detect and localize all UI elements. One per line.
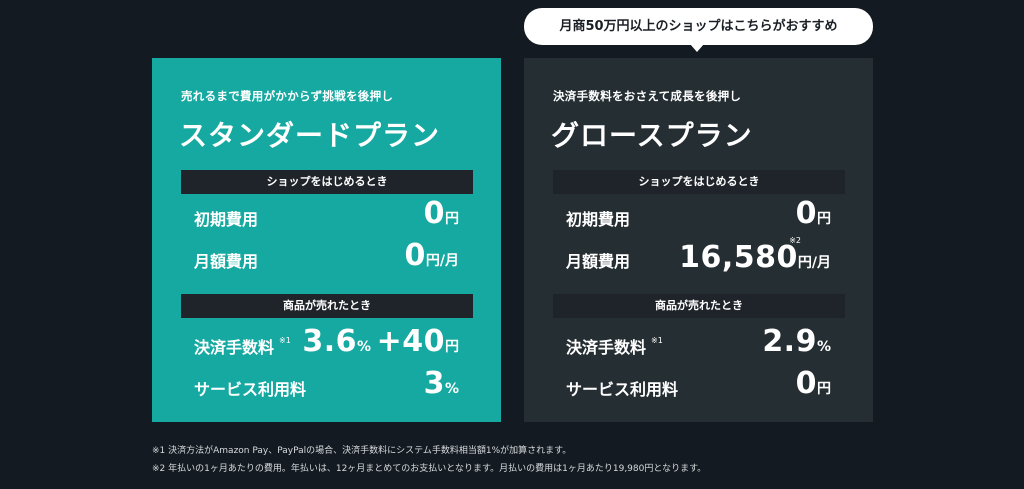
growth-tagline: 決済手数料をおさえて成長を後押し	[553, 89, 742, 103]
bubble-tail	[690, 44, 704, 52]
growth-monthly-label: 月額費用	[566, 252, 631, 271]
growth-fee-unit: %	[816, 339, 831, 355]
growth-fee-note: ※1	[651, 336, 663, 345]
growth-monthly-unit: 円/月	[797, 255, 831, 271]
growth-fee-amount: 2.9	[762, 324, 817, 359]
growth-section-sold: 商品が売れたとき	[553, 294, 845, 318]
standard-service-amount: 3	[423, 366, 445, 401]
footnote-2: ※2 年払いの1ヶ月あたりの費用。年払いは、12ヶ月まとめてのお支払いとなります…	[152, 464, 707, 474]
standard-monthly-amount: 0	[404, 238, 426, 273]
standard-fee-plus-unit: 円	[445, 339, 459, 355]
growth-section-start: ショップをはじめるとき	[553, 170, 845, 194]
growth-service-value: 0円	[796, 366, 831, 401]
standard-monthly-value: 0円/月	[405, 238, 460, 273]
standard-fee-value: 3.6% +40円	[302, 324, 459, 359]
standard-initial-unit: 円	[445, 211, 459, 227]
standard-monthly-label: 月額費用	[194, 252, 259, 271]
growth-fee-value: 2.9%	[762, 324, 831, 359]
standard-service-unit: %	[444, 381, 459, 397]
standard-initial-amount: 0	[423, 196, 445, 231]
growth-plan-card: 決済手数料をおさえて成長を後押し グロースプラン ショップをはじめるとき 初期費…	[524, 58, 873, 422]
growth-plan-name: グロースプラン	[551, 119, 753, 152]
growth-monthly-note: ※2	[789, 236, 801, 245]
growth-monthly-amount: 16,580	[679, 240, 798, 275]
standard-fee-note: ※1	[279, 336, 291, 345]
growth-service-amount: 0	[795, 366, 817, 401]
growth-fee-label-row: 決済手数料 ※1	[566, 334, 663, 358]
growth-monthly-value: 16,580円/月	[679, 240, 831, 275]
standard-fee-percent-unit: %	[357, 339, 372, 355]
standard-fee-percent: 3.6	[302, 324, 357, 359]
growth-initial-amount: 0	[795, 196, 817, 231]
standard-fee-label-row: 決済手数料 ※1	[194, 334, 291, 358]
standard-tagline: 売れるまで費用がかからず挑戦を後押し	[181, 89, 394, 103]
growth-initial-unit: 円	[817, 211, 831, 227]
standard-fee-plus: +40	[376, 324, 445, 359]
recommendation-bubble: 月商50万円以上のショップはこちらがおすすめ	[524, 8, 873, 45]
standard-monthly-unit: 円/月	[425, 253, 459, 269]
growth-service-label: サービス利用料	[566, 380, 679, 399]
standard-initial-value: 0円	[424, 196, 459, 231]
standard-section-sold: 商品が売れたとき	[181, 294, 473, 318]
standard-plan-card: 売れるまで費用がかからず挑戦を後押し スタンダードプラン ショップをはじめるとき…	[152, 58, 501, 422]
footnote-1: ※1 決済方法がAmazon Pay、PayPalの場合、決済手数料にシステム手…	[152, 446, 572, 456]
standard-service-label: サービス利用料	[194, 380, 307, 399]
standard-initial-label: 初期費用	[194, 210, 259, 229]
standard-fee-label: 決済手数料	[194, 338, 275, 357]
growth-service-unit: 円	[817, 381, 831, 397]
growth-fee-label: 決済手数料	[566, 338, 647, 357]
standard-plan-name: スタンダードプラン	[179, 119, 441, 152]
growth-initial-value: 0円	[796, 196, 831, 231]
standard-service-value: 3%	[424, 366, 459, 401]
standard-section-start: ショップをはじめるとき	[181, 170, 473, 194]
growth-initial-label: 初期費用	[566, 210, 631, 229]
